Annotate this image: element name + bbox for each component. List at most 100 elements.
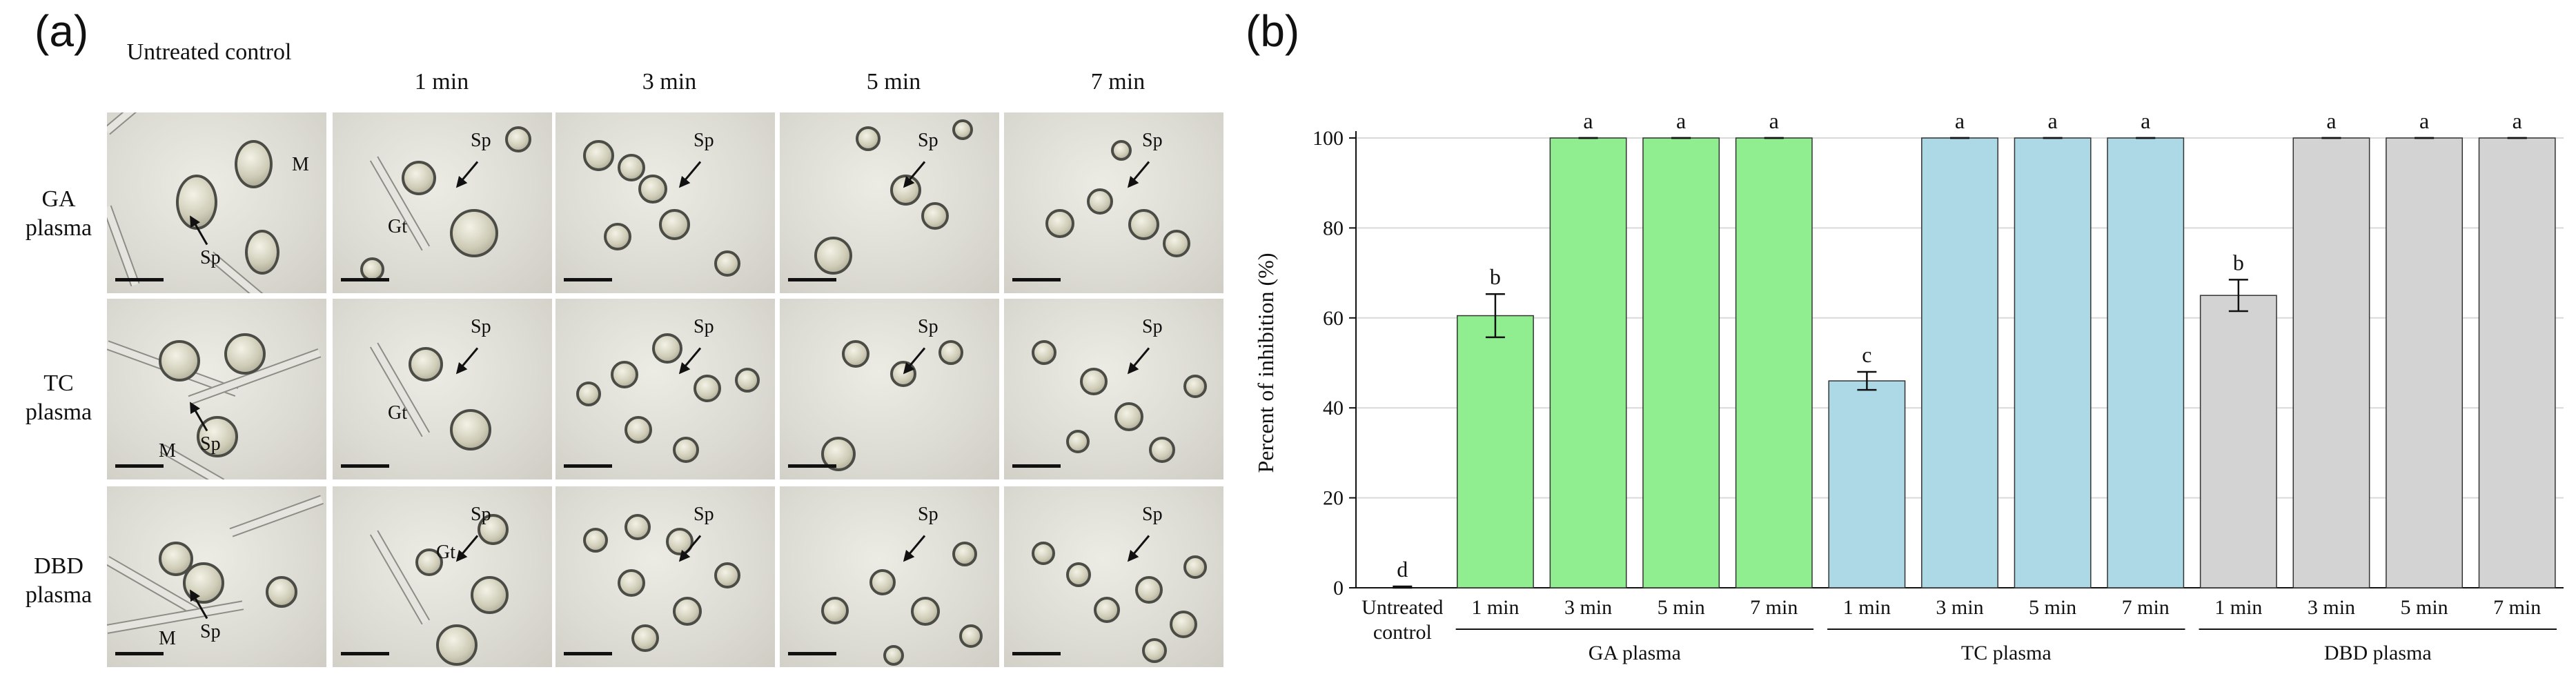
sp-label: Sp xyxy=(694,130,714,151)
spore-shape xyxy=(666,528,694,555)
hypha-shape xyxy=(229,495,324,537)
spore-shape xyxy=(1142,638,1167,663)
col-header-3min: 3 min xyxy=(642,69,697,95)
bar xyxy=(1549,137,1627,588)
x-tick-label: Untreated xyxy=(1361,596,1443,619)
sp-label: Sp xyxy=(918,130,938,151)
x-tick-label: 5 min xyxy=(2400,596,2448,619)
spore-shape xyxy=(1135,576,1163,604)
spore-shape xyxy=(652,333,682,364)
spore-shape xyxy=(450,209,498,257)
spore-shape xyxy=(1170,611,1197,638)
panel-b-label: (b) xyxy=(1246,6,1300,56)
sp-arrow xyxy=(1128,161,1150,186)
spore-shape xyxy=(1111,140,1132,161)
significance-letter: b xyxy=(1490,264,1501,289)
scale-bar xyxy=(115,464,164,468)
spore-shape xyxy=(1066,430,1090,453)
scale-bar xyxy=(564,464,612,468)
spore-shape xyxy=(821,597,849,624)
spore-shape xyxy=(266,576,297,608)
spore-shape xyxy=(611,361,638,388)
bar xyxy=(2292,137,2370,588)
spore-shape xyxy=(694,375,721,402)
sp-label: Sp xyxy=(471,316,491,337)
hypha-shape xyxy=(107,112,285,135)
spore-shape xyxy=(618,569,645,597)
col-header-1min: 1 min xyxy=(414,69,469,95)
spore-shape xyxy=(938,340,963,365)
x-tick-label: 5 min xyxy=(2029,596,2076,619)
sp-arrow xyxy=(1128,347,1150,373)
spore-shape xyxy=(505,126,531,152)
bar xyxy=(1735,137,1813,588)
sp-label: Sp xyxy=(918,504,938,525)
spore-shape xyxy=(1080,368,1108,395)
y-tick-label: 0 xyxy=(1333,577,1344,600)
y-tick-label: 100 xyxy=(1312,127,1344,150)
bar xyxy=(1828,380,1906,588)
scale-bar xyxy=(788,652,836,655)
x-tick-label: 7 min xyxy=(2493,596,2541,619)
spore-shape xyxy=(659,209,690,240)
sp-label: Sp xyxy=(200,247,221,268)
spore-shape xyxy=(471,576,509,614)
sp-label: Sp xyxy=(1142,130,1163,151)
col-header-5min: 5 min xyxy=(866,69,921,95)
spore-shape xyxy=(415,548,443,576)
scale-bar xyxy=(115,278,164,281)
sp-arrow xyxy=(1128,535,1150,560)
spore-shape xyxy=(673,437,699,463)
micrograph-ga-plasma-3min: Sp xyxy=(555,112,775,293)
sp-arrow xyxy=(456,161,479,186)
spore-shape xyxy=(1183,375,1207,398)
bar xyxy=(1456,315,1534,588)
spore-shape xyxy=(856,126,881,151)
row-header-ga: GA plasma xyxy=(25,186,92,241)
spore-shape xyxy=(638,175,667,204)
spore-shape xyxy=(197,416,238,457)
x-tick-label: 3 min xyxy=(2308,596,2355,619)
significance-letter: a xyxy=(2419,108,2429,133)
spore-shape xyxy=(921,202,949,230)
m-label: M xyxy=(292,154,309,175)
x-tick-label: 1 min xyxy=(1843,596,1891,619)
spore-shape xyxy=(1032,340,1056,365)
spore-shape xyxy=(576,382,601,406)
micrograph-ga-plasma-control: Sp M xyxy=(107,112,326,293)
col-header-untreated: Untreated control xyxy=(126,39,292,65)
scale-bar xyxy=(341,652,389,655)
spore-shape xyxy=(1149,437,1175,463)
x-tick-label: 1 min xyxy=(2214,596,2262,619)
m-label: M xyxy=(159,440,176,462)
spore-shape xyxy=(735,368,760,393)
gt-label: Gt xyxy=(388,402,407,424)
scale-bar xyxy=(788,464,836,468)
spore-shape xyxy=(402,161,436,195)
micrograph-tc-plasma-5min: Sp xyxy=(780,299,999,479)
spore-shape xyxy=(952,542,977,566)
bar xyxy=(2478,137,2556,588)
micrograph-ga-plasma-7min: Sp xyxy=(1004,112,1223,293)
scale-bar xyxy=(115,652,164,655)
significance-letter: c xyxy=(1862,342,1871,367)
sp-label: Sp xyxy=(200,433,221,455)
y-tick-label: 80 xyxy=(1323,217,1344,239)
significance-letter: a xyxy=(1769,108,1779,133)
gt-label: Gt xyxy=(436,542,455,563)
spore-shape xyxy=(618,154,645,181)
spore-shape xyxy=(1066,562,1091,587)
spore-shape xyxy=(1163,230,1190,257)
sp-arrow xyxy=(903,535,926,560)
hypha-shape xyxy=(107,205,140,287)
scale-bar xyxy=(564,278,612,281)
y-tick-label: 60 xyxy=(1323,307,1344,330)
micrograph-tc-plasma-7min: Sp xyxy=(1004,299,1223,479)
significance-letter: a xyxy=(2513,108,2522,133)
x-tick-label: 5 min xyxy=(1658,596,1705,619)
x-tick-label: control xyxy=(1373,621,1432,644)
inhibition-bar-chart: 0 20 40 60 80 100 Percent of inhibition (%) d Un… xyxy=(1253,108,2564,664)
scale-bar xyxy=(341,464,389,468)
significance-letter: b xyxy=(2233,250,2244,275)
x-tick-label: 7 min xyxy=(2122,596,2170,619)
